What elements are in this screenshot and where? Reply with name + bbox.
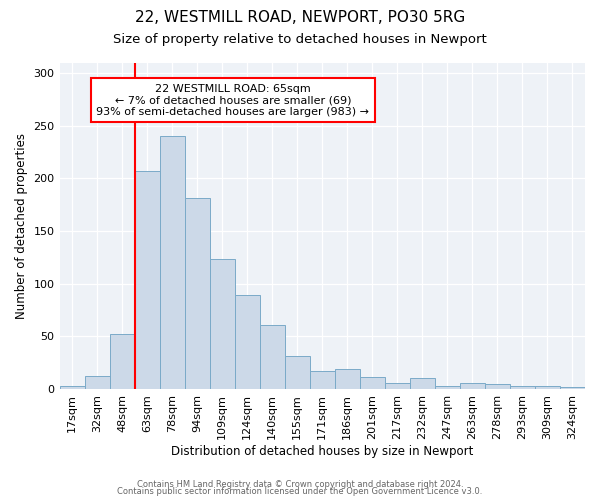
Text: Contains public sector information licensed under the Open Government Licence v3: Contains public sector information licen…: [118, 488, 482, 496]
Bar: [209, 260, 235, 389]
Bar: [535, 386, 560, 389]
Bar: [285, 356, 310, 389]
Text: Size of property relative to detached houses in Newport: Size of property relative to detached ho…: [113, 32, 487, 46]
Bar: [485, 384, 510, 389]
Bar: [160, 136, 185, 389]
Bar: [59, 386, 85, 389]
Text: 22 WESTMILL ROAD: 65sqm
← 7% of detached houses are smaller (69)
93% of semi-det: 22 WESTMILL ROAD: 65sqm ← 7% of detached…: [97, 84, 370, 117]
Bar: [260, 324, 285, 389]
Y-axis label: Number of detached properties: Number of detached properties: [15, 132, 28, 318]
Bar: [235, 295, 260, 389]
Bar: [335, 369, 360, 389]
Bar: [410, 378, 435, 389]
Text: Contains HM Land Registry data © Crown copyright and database right 2024.: Contains HM Land Registry data © Crown c…: [137, 480, 463, 489]
Bar: [510, 386, 535, 389]
Bar: [185, 198, 209, 389]
Bar: [560, 387, 585, 389]
Bar: [460, 382, 485, 389]
Bar: [85, 376, 110, 389]
Bar: [360, 378, 385, 389]
Bar: [134, 171, 160, 389]
X-axis label: Distribution of detached houses by size in Newport: Distribution of detached houses by size …: [171, 444, 473, 458]
Text: 22, WESTMILL ROAD, NEWPORT, PO30 5RG: 22, WESTMILL ROAD, NEWPORT, PO30 5RG: [135, 10, 465, 25]
Bar: [385, 382, 410, 389]
Bar: [110, 334, 134, 389]
Bar: [435, 386, 460, 389]
Bar: [310, 371, 335, 389]
